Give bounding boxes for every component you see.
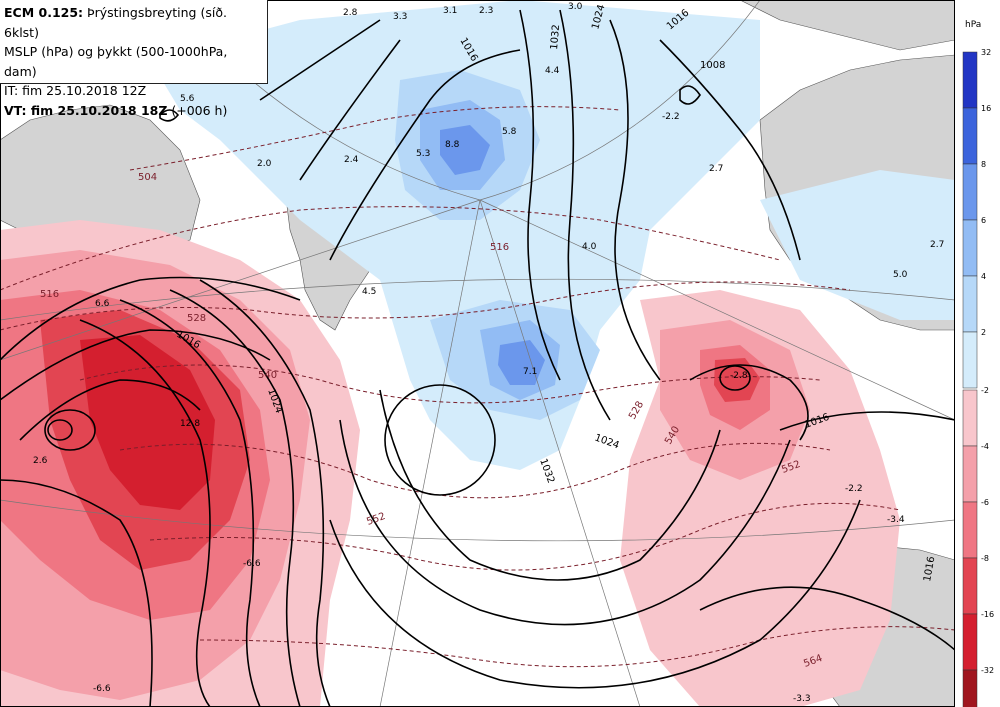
valid-time: VT: fim 25.10.2018 18Z bbox=[4, 103, 167, 118]
pc-label-7: 2.0 bbox=[257, 159, 272, 169]
fall-tick-3: -6 bbox=[981, 498, 989, 507]
pc-label-8: 2.4 bbox=[344, 155, 359, 165]
pc-label-25: -3.4 bbox=[887, 515, 905, 525]
pc-label-27: -3.3 bbox=[793, 694, 811, 704]
fall-swatch-3 bbox=[963, 502, 977, 558]
rise-tick-3: 8 bbox=[981, 160, 986, 169]
pc-label-2: 3.3 bbox=[393, 12, 407, 22]
pc-label-23: -2.8 bbox=[730, 371, 748, 381]
fall-bars: -2 -4 -6 -8 -16 -32 bbox=[963, 386, 994, 707]
rise-bars: 32 16 8 6 4 2 bbox=[963, 48, 991, 388]
pc-label-9: 5.3 bbox=[416, 149, 430, 159]
thickness-label-4: 516 bbox=[490, 242, 509, 253]
fall-swatch-5 bbox=[963, 614, 977, 670]
color-legend: hPa 32 16 8 6 4 2 -2 -4 -6 -8 -16 -32 bbox=[955, 0, 1000, 707]
fall-tick-2: -4 bbox=[981, 442, 989, 451]
rise-tick-2: 16 bbox=[981, 104, 991, 113]
legend-unit: hPa bbox=[965, 20, 981, 30]
thickness-label-5: 540 bbox=[258, 370, 277, 381]
subtitle-line: MSLP (hPa) og þykkt (500-1000hPa, dam) bbox=[4, 42, 263, 81]
pc-label-21: 2.6 bbox=[33, 456, 48, 466]
pc-label-1: 2.8 bbox=[343, 8, 358, 18]
pc-label-26: -2.2 bbox=[845, 484, 863, 494]
rise-swatch-4 bbox=[963, 220, 977, 276]
pc-label-15: 4.0 bbox=[582, 242, 597, 252]
pc-label-18: 4.5 bbox=[362, 287, 376, 297]
rise-tick-1: 32 bbox=[981, 48, 991, 57]
fall-tick-6: -32 bbox=[981, 666, 994, 675]
pc-label-14: -2.2 bbox=[662, 112, 680, 122]
title-line: ECM 0.125: Þrýstingsbreyting (síð. 6klst… bbox=[4, 3, 263, 42]
pc-label-3: 3.1 bbox=[443, 6, 457, 16]
fall-tick-1: -2 bbox=[981, 386, 989, 395]
isobar-label-4: 1008 bbox=[700, 60, 725, 71]
rise-swatch-2 bbox=[963, 108, 977, 164]
rise-swatch-6 bbox=[963, 332, 977, 388]
model-name: ECM 0.125: bbox=[4, 5, 83, 20]
rise-tick-5: 4 bbox=[981, 272, 986, 281]
rise-swatch-3 bbox=[963, 164, 977, 220]
info-box: ECM 0.125: Þrýstingsbreyting (síð. 6klst… bbox=[0, 0, 268, 84]
init-time: IT: fim 25.10.2018 12Z bbox=[4, 81, 263, 101]
pc-label-5: 3.0 bbox=[568, 2, 583, 12]
thickness-label-1: 504 bbox=[138, 172, 157, 183]
rise-tick-4: 6 bbox=[981, 216, 986, 225]
fall-swatch-6 bbox=[963, 670, 977, 707]
thickness-label-2: 516 bbox=[40, 289, 59, 300]
pc-label-24: -6.6 bbox=[243, 559, 261, 569]
rise-swatch-1 bbox=[963, 52, 977, 108]
pc-label-13: 2.7 bbox=[709, 164, 723, 174]
valid-time-line: VT: fim 25.10.2018 18Z (+006 h) bbox=[4, 101, 263, 121]
pc-label-19: 6.6 bbox=[95, 299, 110, 309]
pc-label-12: 4.4 bbox=[545, 66, 560, 76]
pc-label-17: 5.0 bbox=[893, 270, 908, 280]
thickness-label-3: 528 bbox=[187, 313, 206, 324]
fall-swatch-2 bbox=[963, 446, 977, 502]
fall-tick-4: -8 bbox=[981, 554, 989, 563]
pc-label-10: 8.8 bbox=[445, 140, 460, 150]
fall-swatch-4 bbox=[963, 558, 977, 614]
lead-time: (+006 h) bbox=[167, 103, 227, 118]
rise-tick-6: 2 bbox=[981, 328, 986, 337]
pc-label-22: 12.8 bbox=[180, 419, 200, 429]
pc-label-11: 5.8 bbox=[502, 127, 517, 137]
rise-swatch-5 bbox=[963, 276, 977, 332]
pc-label-4: 2.3 bbox=[479, 6, 493, 16]
pc-label-16: 2.7 bbox=[930, 240, 944, 250]
pc-label-20: 7.1 bbox=[523, 367, 537, 377]
pc-label-28: -6.6 bbox=[93, 684, 111, 694]
fall-tick-5: -16 bbox=[981, 610, 994, 619]
isobar-label-5: 1032 bbox=[549, 24, 562, 50]
fall-swatch-1 bbox=[963, 390, 977, 446]
